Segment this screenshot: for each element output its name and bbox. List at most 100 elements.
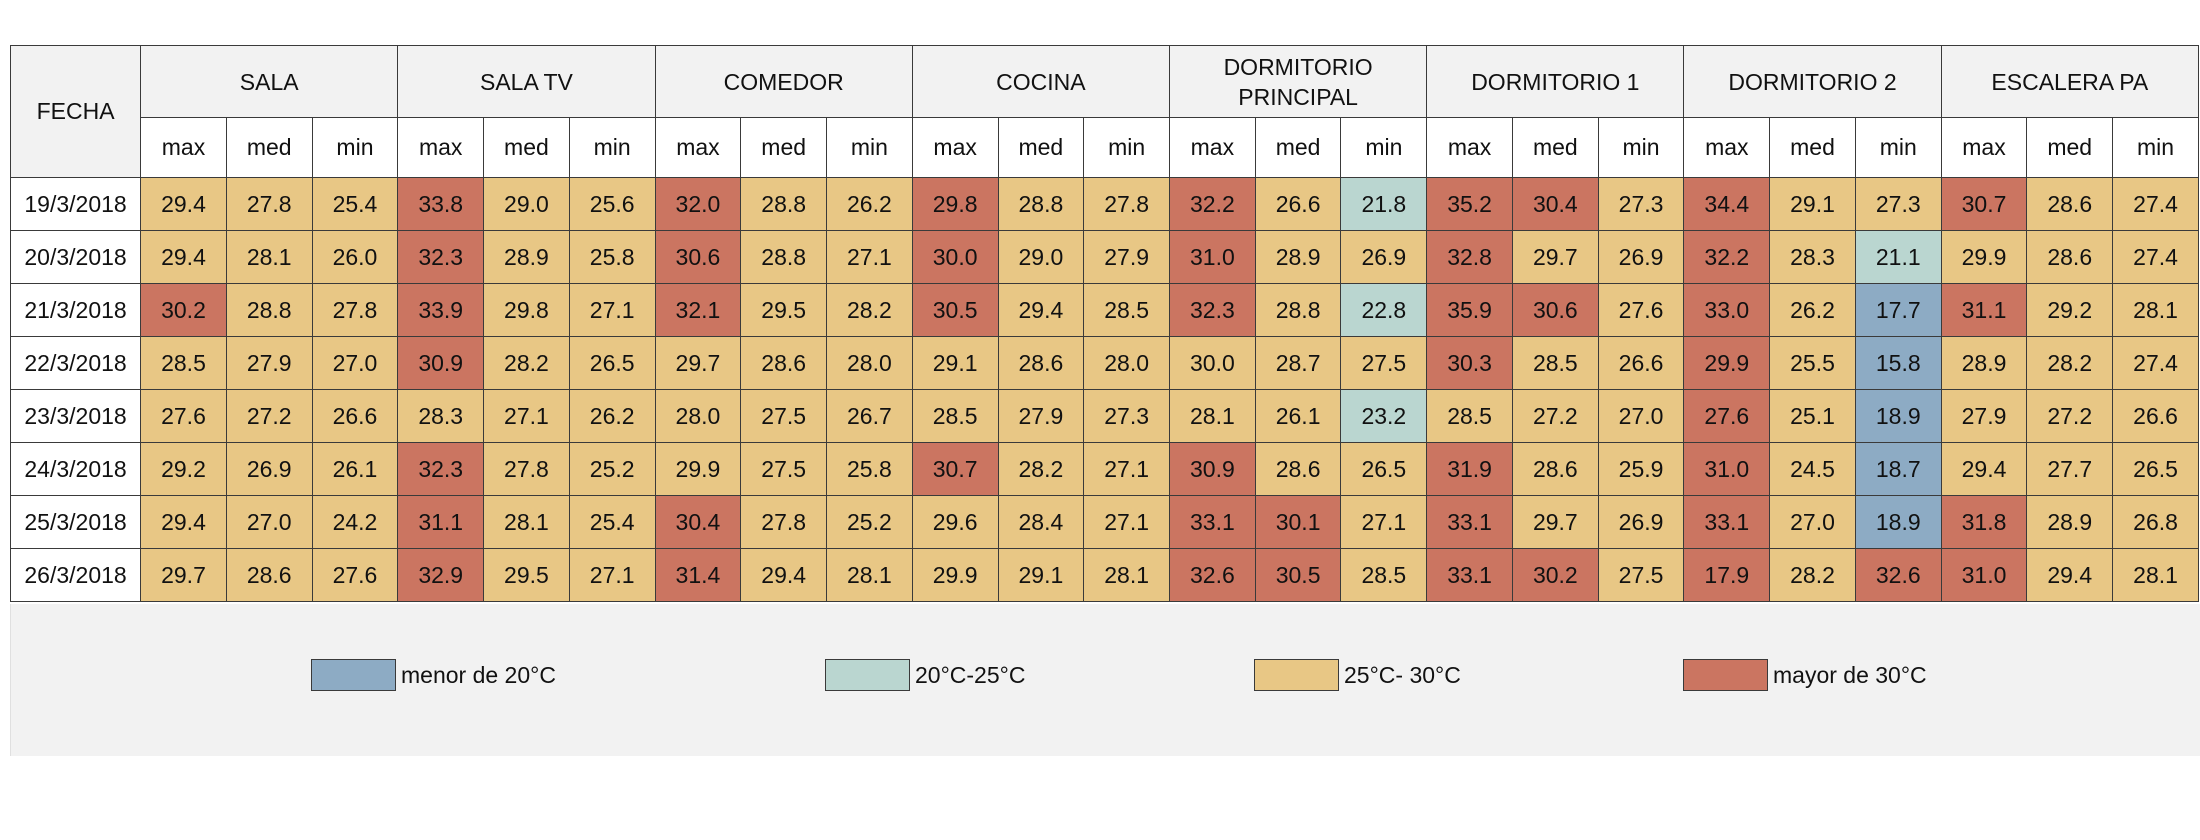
- value-cell-cocina-min: 28.1: [1083, 548, 1170, 602]
- value-cell-dormitorio-2-med: 28.3: [1769, 230, 1856, 284]
- table-row: 19/3/2018 29.4 27.8 25.4 33.8 29.0 25.6 32.0 28.…: [9, 177, 2199, 231]
- value-cell-dormitorio-principal-max: 30.9: [1169, 442, 1256, 496]
- value-cell-dormitorio-1-min: 26.9: [1597, 230, 1685, 284]
- value-cell-sala-min: 26.0: [311, 230, 399, 284]
- stat-header-dormitorio-1-max: max: [1426, 117, 1513, 178]
- value-cell-escalera-pa-med: 28.2: [2026, 336, 2114, 390]
- value-cell-dormitorio-1-max: 32.8: [1426, 230, 1513, 284]
- value-cell-dormitorio-1-max: 35.9: [1426, 283, 1513, 337]
- value-cell-comedor-max: 29.7: [654, 336, 742, 390]
- stat-header-cocina-med: med: [997, 117, 1085, 178]
- date-cell: 23/3/2018: [9, 389, 142, 443]
- legend-item: 25°C- 30°C: [1254, 658, 1461, 692]
- value-cell-dormitorio-1-min: 25.9: [1597, 442, 1685, 496]
- value-cell-sala-max: 28.5: [140, 336, 227, 390]
- value-cell-dormitorio-principal-med: 26.6: [1254, 177, 1342, 231]
- value-cell-comedor-med: 27.8: [740, 495, 828, 549]
- value-cell-sala-med: 28.1: [225, 230, 313, 284]
- value-cell-dormitorio-principal-min: 28.5: [1340, 548, 1428, 602]
- value-cell-escalera-pa-med: 27.7: [2026, 442, 2114, 496]
- room-header-cocina: COCINA: [911, 45, 1171, 118]
- fecha-header: FECHA: [9, 45, 142, 178]
- value-cell-dormitorio-1-max: 33.1: [1426, 548, 1513, 602]
- value-cell-dormitorio-2-med: 28.2: [1769, 548, 1856, 602]
- stat-header-dormitorio-1-min: min: [1597, 117, 1685, 178]
- date-cell: 20/3/2018: [9, 230, 142, 284]
- room-header-comedor: COMEDOR: [654, 45, 913, 118]
- stat-header-dormitorio-2-min: min: [1854, 117, 1942, 178]
- temperature-table-container: FECHA SALA SALA TV COMEDOR COCINA DORMITORIO …: [9, 45, 2200, 602]
- legend: menor de 20°C 20°C-25°C 25°C- 30°C mayor de…: [10, 604, 2200, 756]
- legend-swatch: [311, 659, 396, 691]
- value-cell-dormitorio-2-min: 32.6: [1854, 548, 1942, 602]
- value-cell-escalera-pa-min: 26.5: [2112, 442, 2199, 496]
- value-cell-comedor-med: 27.5: [740, 442, 828, 496]
- value-cell-dormitorio-principal-med: 26.1: [1254, 389, 1342, 443]
- value-cell-comedor-max: 29.9: [654, 442, 742, 496]
- value-cell-escalera-pa-med: 29.4: [2026, 548, 2114, 602]
- stat-header-dormitorio-principal-med: med: [1254, 117, 1342, 178]
- value-cell-comedor-min: 27.1: [826, 230, 913, 284]
- value-cell-sala-tv-min: 27.1: [568, 283, 656, 337]
- value-cell-cocina-min: 27.3: [1083, 389, 1170, 443]
- value-cell-cocina-med: 29.0: [997, 230, 1085, 284]
- value-cell-comedor-min: 26.7: [826, 389, 913, 443]
- value-cell-cocina-med: 28.2: [997, 442, 1085, 496]
- value-cell-cocina-med: 28.4: [997, 495, 1085, 549]
- value-cell-dormitorio-1-med: 29.7: [1511, 495, 1599, 549]
- value-cell-sala-tv-med: 28.1: [483, 495, 570, 549]
- value-cell-cocina-min: 27.8: [1083, 177, 1170, 231]
- value-cell-dormitorio-principal-max: 30.0: [1169, 336, 1256, 390]
- value-cell-sala-med: 27.2: [225, 389, 313, 443]
- value-cell-cocina-min: 28.5: [1083, 283, 1170, 337]
- value-cell-cocina-med: 29.4: [997, 283, 1085, 337]
- value-cell-escalera-pa-max: 27.9: [1940, 389, 2028, 443]
- value-cell-dormitorio-1-med: 29.7: [1511, 230, 1599, 284]
- value-cell-sala-max: 29.4: [140, 495, 227, 549]
- value-cell-sala-min: 27.6: [311, 548, 399, 602]
- value-cell-sala-tv-max: 32.3: [397, 442, 485, 496]
- value-cell-sala-tv-med: 28.2: [483, 336, 570, 390]
- legend-swatch: [825, 659, 910, 691]
- value-cell-dormitorio-2-max: 33.1: [1683, 495, 1771, 549]
- stat-header-dormitorio-principal-min: min: [1340, 117, 1428, 178]
- value-cell-dormitorio-principal-min: 21.8: [1340, 177, 1428, 231]
- value-cell-comedor-min: 28.0: [826, 336, 913, 390]
- value-cell-sala-med: 28.6: [225, 548, 313, 602]
- value-cell-comedor-med: 28.8: [740, 230, 828, 284]
- legend-label: mayor de 30°C: [1773, 661, 1927, 688]
- stat-header-escalera-pa-max: max: [1940, 117, 2028, 178]
- value-cell-sala-med: 27.0: [225, 495, 313, 549]
- value-cell-cocina-min: 28.0: [1083, 336, 1170, 390]
- value-cell-sala-med: 28.8: [225, 283, 313, 337]
- table-row: 20/3/2018 29.4 28.1 26.0 32.3 28.9 25.8 30.6 28.…: [9, 230, 2199, 284]
- value-cell-cocina-med: 29.1: [997, 548, 1085, 602]
- stat-header-sala-med: med: [225, 117, 313, 178]
- stat-header-escalera-pa-min: min: [2112, 117, 2199, 178]
- value-cell-sala-max: 29.4: [140, 177, 227, 231]
- stat-header-escalera-pa-med: med: [2026, 117, 2114, 178]
- value-cell-dormitorio-principal-max: 32.6: [1169, 548, 1256, 602]
- value-cell-dormitorio-2-med: 25.5: [1769, 336, 1856, 390]
- value-cell-sala-min: 25.4: [311, 177, 399, 231]
- value-cell-dormitorio-2-min: 21.1: [1854, 230, 1942, 284]
- value-cell-dormitorio-principal-min: 26.5: [1340, 442, 1428, 496]
- date-cell: 19/3/2018: [9, 177, 142, 231]
- value-cell-cocina-max: 30.5: [911, 283, 999, 337]
- value-cell-dormitorio-principal-max: 33.1: [1169, 495, 1256, 549]
- value-cell-cocina-max: 30.0: [911, 230, 999, 284]
- value-cell-cocina-min: 27.1: [1083, 495, 1170, 549]
- value-cell-dormitorio-principal-max: 32.3: [1169, 283, 1256, 337]
- value-cell-dormitorio-1-med: 30.2: [1511, 548, 1599, 602]
- value-cell-escalera-pa-min: 27.4: [2112, 336, 2199, 390]
- value-cell-sala-tv-max: 32.9: [397, 548, 485, 602]
- value-cell-escalera-pa-max: 29.4: [1940, 442, 2028, 496]
- value-cell-sala-max: 30.2: [140, 283, 227, 337]
- value-cell-sala-tv-med: 29.0: [483, 177, 570, 231]
- value-cell-dormitorio-1-med: 28.5: [1511, 336, 1599, 390]
- value-cell-dormitorio-2-min: 27.3: [1854, 177, 1942, 231]
- value-cell-dormitorio-2-max: 32.2: [1683, 230, 1771, 284]
- value-cell-dormitorio-principal-max: 28.1: [1169, 389, 1256, 443]
- value-cell-dormitorio-principal-min: 23.2: [1340, 389, 1428, 443]
- value-cell-dormitorio-1-min: 27.3: [1597, 177, 1685, 231]
